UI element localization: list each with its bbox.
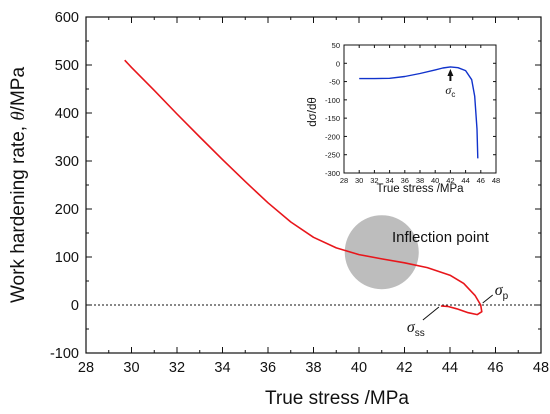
inset-x-axis-title: True stress /MPa bbox=[376, 183, 464, 195]
sigma-ss-annotation: σss bbox=[407, 306, 440, 339]
sigma-c-symbol: σ bbox=[445, 83, 452, 97]
main-y-tick-label: -100 bbox=[50, 346, 79, 362]
main-x-axis-title: True stress /MPa bbox=[265, 388, 409, 409]
inset-x-tick-label: 38 bbox=[416, 176, 424, 185]
main-x-tick-label: 32 bbox=[169, 360, 185, 376]
sigma-p-subscript: p bbox=[503, 291, 509, 302]
inset-y-tick-label: 0 bbox=[336, 59, 340, 68]
inset-x-tick-label: 42 bbox=[446, 176, 454, 185]
sigma-c-subscript: c bbox=[451, 90, 455, 99]
main-y-tick-labels: -100 0 100 200 300 400 500 600 bbox=[50, 10, 79, 362]
sigma-ss-label: σss bbox=[407, 319, 425, 339]
inflection-point-marker bbox=[344, 215, 419, 290]
inset-derivative-curve bbox=[359, 66, 479, 159]
inset-y-tick-label: 50 bbox=[332, 41, 340, 50]
main-y-axis-title-symbol: θ bbox=[8, 111, 29, 120]
main-y-tick-label: 400 bbox=[55, 106, 79, 122]
main-x-tick-label: 34 bbox=[214, 360, 230, 376]
main-x-tick-label: 28 bbox=[78, 360, 94, 376]
inset-y-tick-label: -200 bbox=[325, 132, 340, 141]
inset-y-tick-label: -250 bbox=[325, 151, 340, 160]
main-x-tick-label: 44 bbox=[442, 360, 458, 376]
inset-x-tick-labels: 28 30 32 34 36 38 40 42 44 46 48 bbox=[340, 176, 500, 185]
main-x-tick-label: 40 bbox=[351, 360, 367, 376]
work-hardening-curve bbox=[124, 59, 483, 316]
sigma-ss-arrow bbox=[422, 306, 440, 321]
inset-x-tick-label: 32 bbox=[370, 176, 378, 185]
inset-y-tick-label: -50 bbox=[329, 78, 340, 87]
main-y-axis-title-prefix: Work hardening rate, bbox=[8, 121, 29, 303]
sigma-ss-symbol: σ bbox=[407, 319, 416, 336]
inset-x-tick-label: 40 bbox=[431, 176, 439, 185]
main-y-axis-title: Work hardening rate, θ/MPa bbox=[8, 67, 29, 303]
inset-x-tick-label: 30 bbox=[355, 176, 363, 185]
inset-y-tick-labels: 50 0 -50 -100 -150 -200 -250 -300 bbox=[325, 41, 340, 178]
inset-plot-border bbox=[343, 44, 497, 174]
inflection-point-circle bbox=[344, 215, 419, 290]
sigma-ss-subscript: ss bbox=[415, 328, 425, 339]
inset-x-tick-label: 36 bbox=[401, 176, 409, 185]
inflection-point-label: Inflection point bbox=[392, 229, 490, 246]
main-x-tick-label: 48 bbox=[533, 360, 549, 376]
main-y-tick-label: 0 bbox=[71, 298, 79, 314]
sigma-c-label: σc bbox=[445, 83, 455, 99]
sigma-p-symbol: σ bbox=[495, 282, 504, 299]
inset-x-tick-label: 46 bbox=[477, 176, 485, 185]
inset-y-tick-label: -100 bbox=[325, 96, 340, 105]
main-x-tick-label: 42 bbox=[396, 360, 412, 376]
sigma-c-annotation: σc bbox=[445, 68, 455, 99]
inset-axis-ticks bbox=[343, 44, 497, 174]
main-y-tick-label: 100 bbox=[55, 250, 79, 266]
main-x-tick-label: 36 bbox=[260, 360, 276, 376]
sigma-c-arrow bbox=[447, 68, 454, 81]
inset-x-tick-label: 34 bbox=[385, 176, 393, 185]
inset-y-tick-label: -150 bbox=[325, 114, 340, 123]
inset-y-axis-title: dσ/dθ bbox=[307, 97, 319, 126]
main-y-tick-label: 600 bbox=[55, 10, 79, 26]
inset-plot-frame bbox=[343, 44, 497, 174]
main-x-tick-labels: 28 30 32 34 36 38 40 42 44 46 48 bbox=[78, 360, 549, 376]
inset-chart: 28 30 32 34 36 38 40 42 44 46 48 50 0 -50 -100 -150 -20… bbox=[307, 41, 500, 195]
main-x-tick-label: 46 bbox=[487, 360, 503, 376]
main-x-tick-label: 30 bbox=[123, 360, 139, 376]
main-y-tick-label: 500 bbox=[55, 58, 79, 74]
sigma-p-annotation: σp bbox=[482, 282, 509, 304]
main-y-tick-label: 200 bbox=[55, 202, 79, 218]
sigma-p-label: σp bbox=[495, 282, 509, 302]
sigma-p-arrow bbox=[482, 294, 494, 304]
inset-x-tick-label: 48 bbox=[492, 176, 500, 185]
main-y-axis-title-suffix: /MPa bbox=[8, 67, 29, 112]
inset-x-tick-label: 28 bbox=[340, 176, 348, 185]
inset-y-tick-label: -300 bbox=[325, 169, 340, 178]
inset-series-layer bbox=[359, 66, 479, 159]
main-y-tick-label: 300 bbox=[55, 154, 79, 170]
main-series-layer bbox=[124, 59, 483, 316]
main-x-tick-label: 38 bbox=[305, 360, 321, 376]
inset-x-tick-label: 44 bbox=[461, 176, 469, 185]
